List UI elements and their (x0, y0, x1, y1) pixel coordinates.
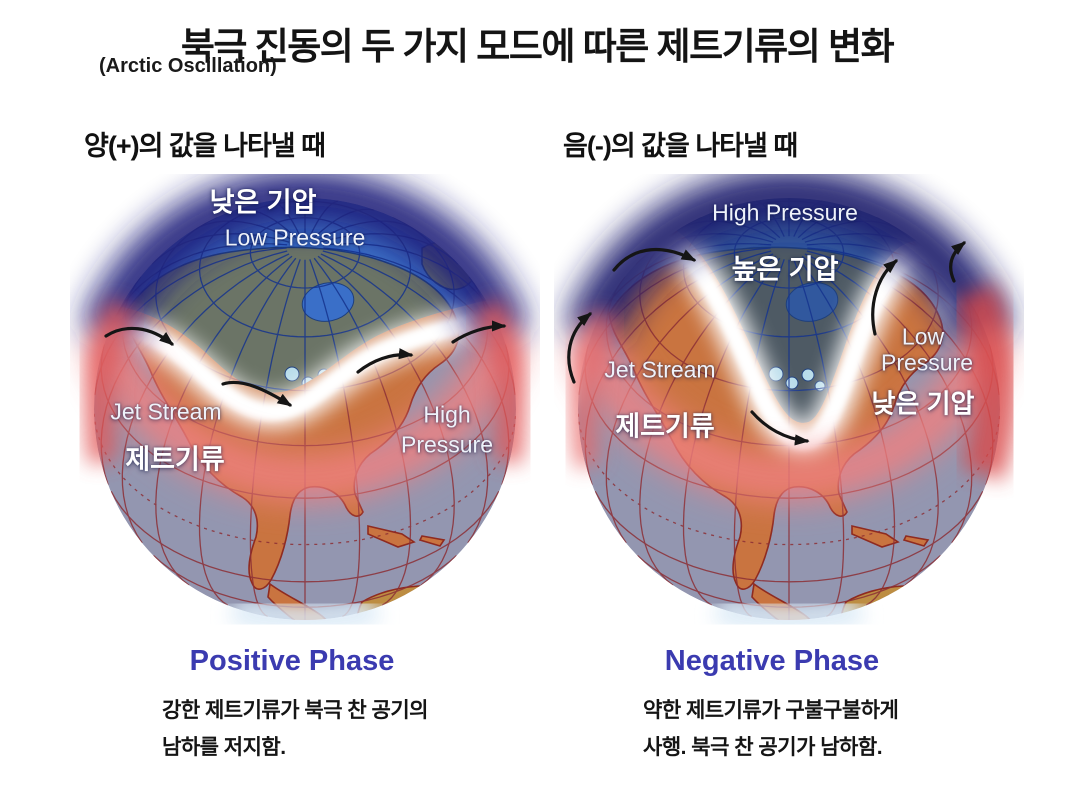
low-pressure-label-kr: 낮은 기압 (871, 388, 975, 419)
negative-phase-globe: High Pressure 높은 기압 Jet Stream 제트기류 Low … (554, 174, 1024, 644)
globe-illustration-negative (563, 174, 1018, 632)
negative-phase-caption: Negative Phase (664, 645, 880, 677)
high-pressure-label-line2: Pressure (400, 431, 494, 458)
page-title: 북극 진동의 두 가지 모드에 따른 제트기류의 변화 (180, 26, 895, 67)
description-line: 사행. 북극 찬 공기가 남하함. (643, 736, 883, 759)
jet-stream-label-kr: 제트기류 (125, 444, 225, 475)
jet-stream-label-en: Jet Stream (604, 356, 716, 383)
low-pressure-label-line2: Pressure (880, 349, 974, 376)
positive-phase-description: 강한 제트기류가 북극 찬 공기의 남하를 저지함. (162, 692, 429, 766)
negative-panel-header: 음(-)의 값을 나타낼 때 (563, 131, 798, 161)
negative-phase-description: 약한 제트기류가 구불구불하게 사행. 북극 찬 공기가 남하함. (643, 692, 899, 766)
description-line: 강한 제트기류가 북극 찬 공기의 (162, 699, 429, 722)
jet-stream-label-kr: 제트기류 (615, 411, 715, 442)
high-pressure-label-line1: High (423, 401, 471, 428)
globe-illustration-positive (80, 174, 530, 632)
jet-stream-label-en: Jet Stream (110, 398, 222, 425)
low-pressure-label-en: Low Pressure (224, 224, 366, 251)
description-line: 약한 제트기류가 구불구불하게 (643, 699, 899, 722)
positive-panel-header: 양(+)의 값을 나타낼 때 (84, 131, 326, 161)
low-pressure-label-line1: Low (901, 323, 945, 350)
positive-phase-caption: Positive Phase (189, 645, 395, 677)
description-line: 남하를 저지함. (162, 736, 286, 759)
high-pressure-label-en: High Pressure (712, 199, 858, 226)
high-pressure-label-kr: 높은 기압 (731, 254, 839, 285)
low-pressure-label-kr: 낮은 기압 (209, 187, 317, 218)
page-subtitle: (Arctic Oscillation) (99, 55, 277, 77)
positive-phase-globe: 낮은 기압 Low Pressure Jet Stream 제트기류 High … (70, 174, 540, 644)
